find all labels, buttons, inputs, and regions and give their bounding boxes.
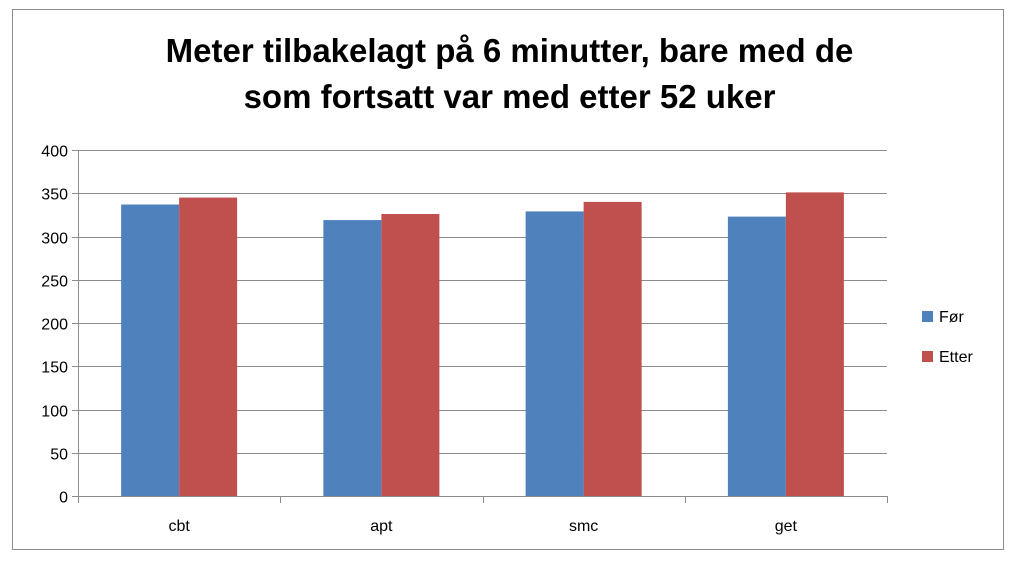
bar-get-etter: [785, 192, 844, 496]
y-tick-label: 300: [41, 231, 68, 248]
bar-smc-for: [525, 211, 584, 497]
y-tick-label: 50: [50, 447, 68, 464]
chart-title: Meter tilbakelagt på 6 minutter, bare me…: [0, 28, 1019, 120]
bar-get-for: [727, 216, 786, 497]
y-tick-label: 250: [41, 274, 68, 291]
y-tick-label: 350: [41, 187, 68, 204]
y-tick-label: 0: [59, 490, 68, 507]
legend-swatch-for: [922, 311, 933, 322]
bars: [121, 192, 844, 497]
x-tick-label: get: [775, 518, 798, 535]
bar-apt-etter: [381, 214, 440, 496]
legend: Før Etter: [922, 309, 973, 366]
bar-cbt-etter: [179, 197, 238, 496]
chart-title-line-2: som fortsatt var med etter 52 uker: [243, 78, 776, 115]
legend-swatch-etter: [922, 351, 933, 362]
x-tick-label: apt: [370, 518, 393, 535]
legend-label-for: Før: [939, 309, 965, 326]
bar-apt-for: [323, 220, 382, 496]
bar-cbt-for: [121, 204, 180, 496]
legend-label-etter: Etter: [939, 349, 973, 366]
y-tick-label: 150: [41, 360, 68, 377]
y-tick-label: 100: [41, 404, 68, 421]
y-tick-label: 200: [41, 317, 68, 334]
y-tick-label: 400: [41, 144, 68, 161]
axes: 0 50 100 150 200 250 300 350 400 cbt apt smc get: [41, 144, 888, 535]
bar-smc-etter: [583, 201, 642, 496]
x-tick-label: smc: [569, 518, 598, 535]
x-tick-label: cbt: [168, 518, 190, 535]
chart-title-line-1: Meter tilbakelagt på 6 minutter, bare me…: [165, 32, 854, 69]
